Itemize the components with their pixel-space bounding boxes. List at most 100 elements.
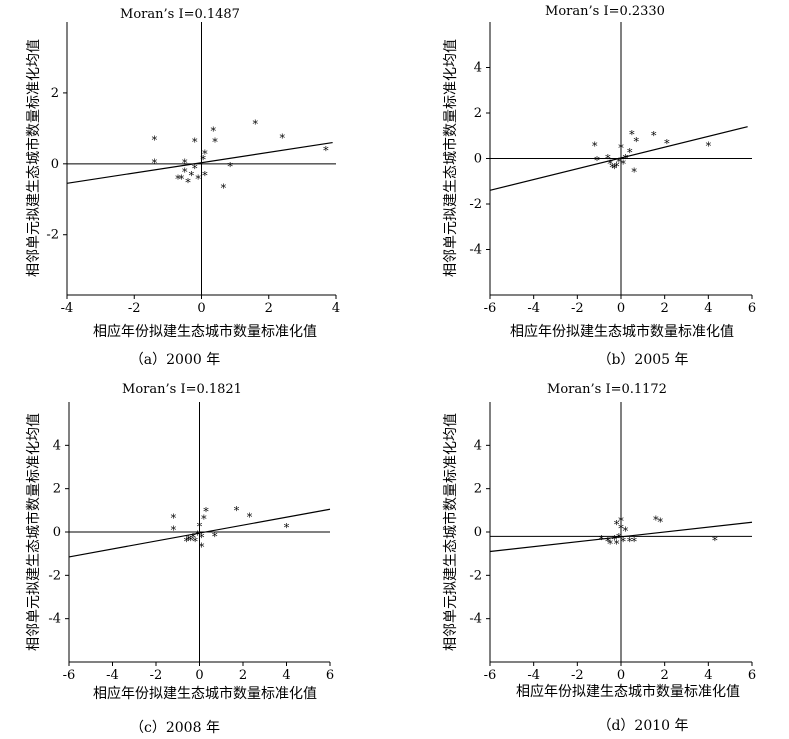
x-tick-label: 4 — [282, 668, 290, 683]
regression-line — [68, 508, 331, 558]
data-point: * — [179, 173, 185, 186]
x-tick-label: 4 — [704, 301, 712, 316]
x-tick-label: 4 — [704, 668, 712, 683]
data-point: * — [605, 536, 611, 549]
data-point: * — [247, 511, 253, 524]
data-point: * — [188, 535, 194, 548]
data-point: * — [284, 522, 290, 535]
x-tick-label: -4 — [61, 301, 74, 316]
data-point: * — [152, 157, 158, 170]
data-point: * — [279, 132, 285, 145]
data-point: * — [605, 152, 611, 165]
data-point: * — [592, 140, 598, 153]
data-point: * — [185, 177, 191, 190]
data-point: * — [712, 535, 718, 548]
data-point: * — [623, 525, 629, 538]
data-point: * — [202, 148, 208, 161]
data-point: * — [607, 538, 613, 551]
x-tick-label: -2 — [571, 301, 584, 316]
x-tick-label: 2 — [265, 301, 273, 316]
data-point: * — [234, 504, 240, 517]
y-tick-label: -4 — [469, 243, 482, 258]
y-tick-label: -2 — [469, 568, 482, 583]
data-point: * — [189, 169, 195, 182]
data-point: * — [175, 173, 181, 186]
data-point: * — [607, 158, 613, 171]
panel-caption: （c）2008 年 — [130, 720, 220, 736]
x-tick-label: 4 — [332, 301, 340, 316]
data-point: * — [618, 523, 624, 536]
data-point: * — [616, 156, 622, 169]
data-point: * — [212, 136, 218, 149]
y-tick-label: -2 — [46, 228, 59, 243]
data-point: * — [190, 531, 196, 544]
x-tick-label: 2 — [661, 301, 669, 316]
data-point: * — [195, 173, 201, 186]
data-point: * — [658, 516, 664, 529]
x-axis-label: 相应年份拟建生态城市数量标准化值 — [510, 323, 734, 340]
data-point: * — [614, 160, 620, 173]
x-axis-label: 相应年份拟建生态城市数量标准化值 — [516, 683, 740, 700]
data-point: * — [192, 162, 198, 175]
y-tick-label: 2 — [474, 482, 482, 497]
data-point: * — [201, 513, 207, 526]
chart-title: Moran’s I=0.1821 — [122, 382, 242, 397]
x-axis-label: 相应年份拟建生态城市数量标准化值 — [93, 323, 317, 340]
y-tick-label: 2 — [51, 86, 59, 101]
x-tick-label: -2 — [128, 301, 141, 316]
y-tick-label: 0 — [51, 157, 59, 172]
chart-title: Moran’s I=0.1172 — [547, 382, 667, 397]
data-point: * — [610, 161, 616, 174]
data-point: * — [623, 152, 629, 165]
data-point: * — [631, 536, 637, 549]
data-point: * — [186, 534, 192, 547]
data-point: * — [152, 134, 158, 147]
x-tick-label: -4 — [527, 668, 540, 683]
data-point: * — [202, 169, 208, 182]
panel-caption: （a）2000 年 — [130, 352, 220, 368]
data-point: * — [631, 166, 637, 179]
data-point: * — [200, 154, 206, 167]
y-axis-label: 相邻单元拟建生态城市数量标准化均值 — [25, 39, 42, 277]
data-point: * — [203, 505, 209, 518]
panel-caption: （d）2010 年 — [597, 718, 688, 734]
x-tick-label: 6 — [748, 668, 756, 683]
y-axis-label: 相邻单元拟建生态城市数量标准化均值 — [442, 39, 459, 277]
data-point: * — [618, 515, 624, 528]
x-tick-label: -6 — [63, 668, 76, 683]
y-tick-label: 4 — [474, 61, 482, 76]
x-tick-label: 0 — [617, 668, 625, 683]
data-point: * — [651, 130, 657, 143]
data-point: * — [182, 157, 188, 170]
y-axis-label: 相邻单元拟建生态城市数量标准化均值 — [442, 413, 459, 651]
data-point: * — [629, 128, 635, 141]
data-point: * — [612, 163, 618, 176]
data-point: * — [182, 166, 188, 179]
data-point: * — [599, 534, 605, 547]
y-tick-label: -4 — [48, 612, 61, 627]
x-axis-label: 相应年份拟建生态城市数量标准化值 — [93, 685, 317, 702]
x-tick-label: 2 — [661, 668, 669, 683]
y-tick-label: 2 — [53, 482, 61, 497]
data-point: * — [634, 135, 640, 148]
y-tick-label: 0 — [53, 525, 61, 540]
x-tick-label: -2 — [571, 668, 584, 683]
data-point: * — [614, 518, 620, 531]
y-tick-label: 4 — [53, 438, 61, 453]
regression-line — [489, 126, 748, 191]
chart-title: Moran’s I=0.1487 — [120, 7, 240, 22]
data-point: * — [627, 147, 633, 160]
data-point: * — [627, 536, 633, 549]
data-point: * — [616, 531, 622, 544]
y-tick-label: 4 — [474, 438, 482, 453]
y-tick-label: -2 — [469, 197, 482, 212]
data-point: * — [614, 538, 620, 551]
scatter-panel-a: -4 -2 0 2 4-202** *** ** * *************Moran’s … — [25, 7, 340, 368]
y-tick-label: 0 — [474, 525, 482, 540]
data-point: * — [212, 530, 218, 543]
data-point: * — [199, 531, 205, 544]
